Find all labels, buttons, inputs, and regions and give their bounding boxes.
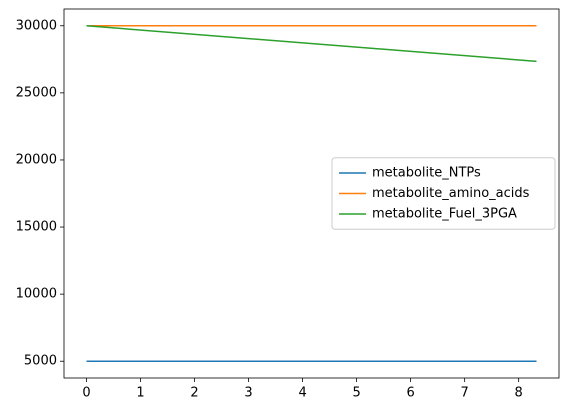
x-tick-label: 1	[136, 386, 144, 401]
x-tick-label: 6	[406, 386, 414, 401]
legend-label: metabolite_amino_acids	[372, 186, 530, 201]
legend-label: metabolite_Fuel_3PGA	[372, 207, 517, 222]
x-tick-label: 5	[352, 386, 360, 401]
legend-label: metabolite_NTPs	[372, 166, 481, 181]
y-tick-label: 25000	[16, 85, 57, 100]
y-tick-label: 30000	[16, 18, 57, 33]
legend-box	[331, 157, 556, 230]
x-tick-label: 4	[298, 386, 306, 401]
x-tick-label: 0	[82, 386, 90, 401]
y-tick-label: 10000	[16, 287, 57, 302]
y-tick-label: 5000	[24, 354, 57, 369]
x-tick-label: 2	[190, 386, 198, 401]
plot-frame	[63, 8, 560, 379]
line-series	[86, 25, 537, 63]
x-tick-label: 3	[244, 386, 252, 401]
x-tick-label: 8	[515, 386, 523, 401]
y-tick-label: 15000	[16, 220, 57, 235]
y-tick-label: 20000	[16, 152, 57, 167]
x-tick-label: 7	[461, 386, 469, 401]
